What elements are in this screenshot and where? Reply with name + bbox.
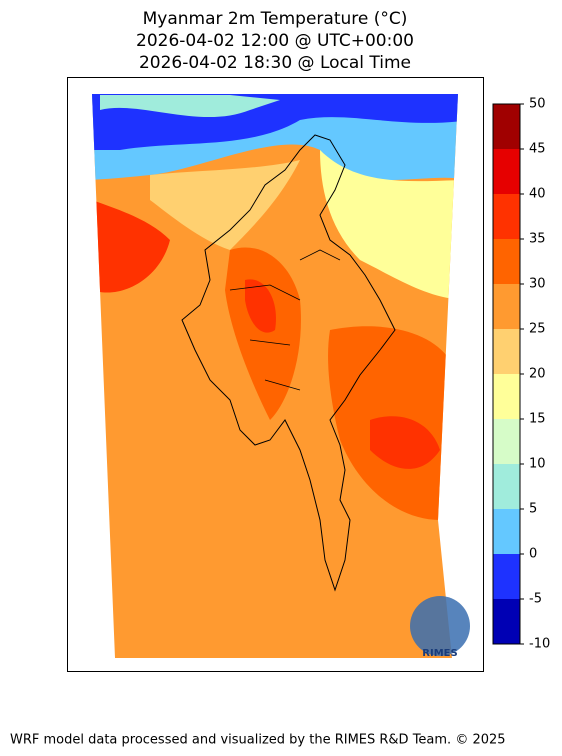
colorbar-bin [493, 284, 520, 329]
tick-label: 50 [529, 97, 546, 112]
tick-label: 15 [529, 412, 546, 427]
tick-label: 20 [529, 367, 546, 382]
tick-label: 40 [529, 187, 546, 202]
colorbar: -10 -5 0 5 10 15 20 25 30 35 40 45 50 [492, 97, 550, 652]
colorbar-bin [493, 374, 520, 419]
tick-label: 30 [529, 277, 546, 292]
title-line: 2026-04-02 18:30 @ Local Time [139, 53, 411, 73]
colorbar-bin [493, 419, 520, 464]
colorbar-bin [493, 239, 520, 284]
colorbar-bin [493, 329, 520, 374]
footer: WRF model data processed and visualized … [10, 733, 506, 748]
title-line: 2026-04-02 12:00 @ UTC+00:00 [136, 31, 414, 51]
tick-label: 45 [529, 142, 546, 157]
tick-label: -5 [529, 592, 542, 607]
colorbar-bin [493, 599, 520, 644]
tick-label: 25 [529, 322, 546, 337]
colorbar-bin [493, 509, 520, 554]
colorbar-bin [493, 554, 520, 599]
tick-label: 35 [529, 232, 546, 247]
logo-text: RIMES [422, 648, 457, 659]
colorbar-bin [493, 149, 520, 194]
colorbar-bin [493, 464, 520, 509]
map: RIMES [92, 94, 470, 659]
tick-label: -10 [529, 637, 550, 652]
colorbar-bin [493, 194, 520, 239]
colorbar-bin [493, 104, 520, 149]
title-line: Myanmar 2m Temperature (°C) [143, 9, 408, 29]
tick-label: 10 [529, 457, 546, 472]
tick-label: 5 [529, 502, 537, 517]
tick-label: 0 [529, 547, 537, 562]
